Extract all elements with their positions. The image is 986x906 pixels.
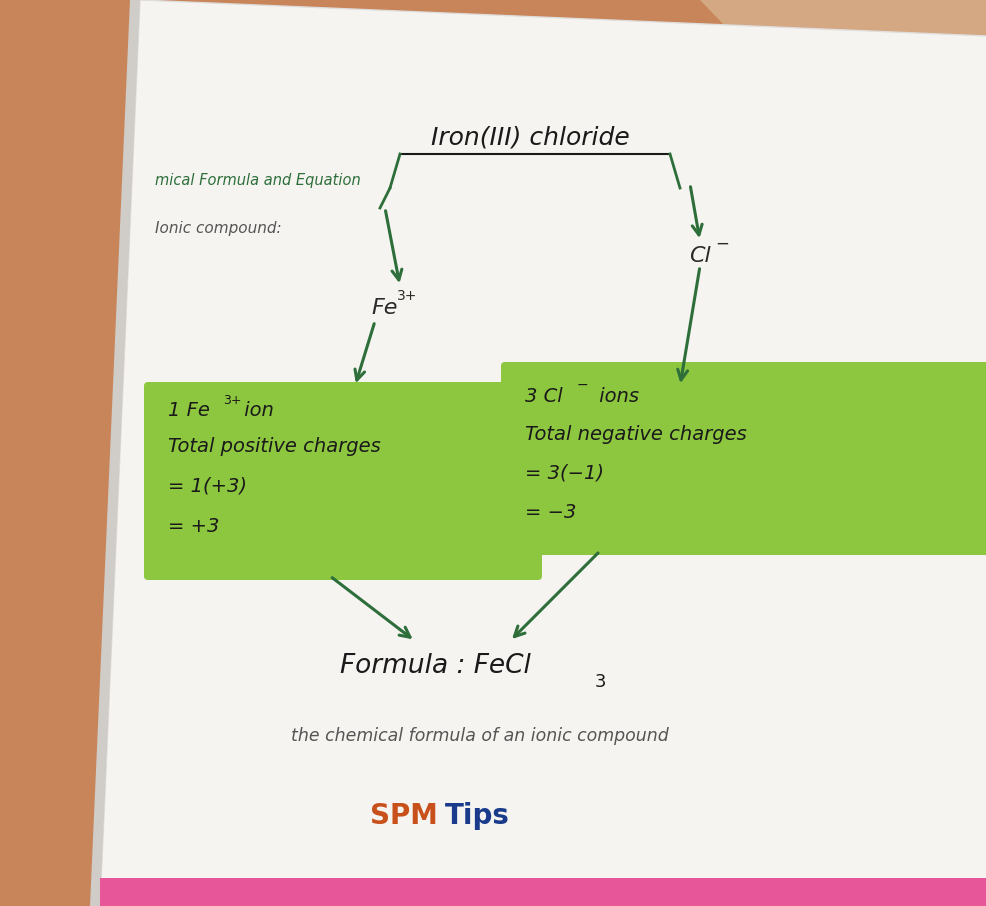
Text: Tips: Tips	[445, 802, 510, 830]
Text: the chemical formula of an ionic compound: the chemical formula of an ionic compoun…	[291, 727, 669, 745]
Text: = 1(+3): = 1(+3)	[168, 477, 246, 496]
Text: 1 Fe: 1 Fe	[168, 401, 210, 420]
Text: 3+: 3+	[223, 393, 242, 407]
Text: Iron(III) chloride: Iron(III) chloride	[430, 126, 629, 150]
Text: = +3: = +3	[168, 516, 219, 535]
Text: Total negative charges: Total negative charges	[525, 425, 746, 444]
FancyBboxPatch shape	[144, 382, 541, 580]
Polygon shape	[100, 0, 986, 906]
Text: Total positive charges: Total positive charges	[168, 437, 381, 456]
Text: −: −	[714, 235, 729, 253]
Text: Ionic compound:: Ionic compound:	[155, 220, 281, 236]
Text: mical Formula and Equation: mical Formula and Equation	[155, 174, 361, 188]
Polygon shape	[90, 0, 140, 906]
Text: 3+: 3+	[396, 289, 417, 303]
Text: = −3: = −3	[525, 504, 576, 523]
FancyBboxPatch shape	[501, 362, 986, 555]
Text: Fe: Fe	[372, 298, 397, 318]
Text: Cl: Cl	[688, 246, 710, 266]
Text: −: −	[577, 378, 588, 392]
Text: ions: ions	[593, 387, 638, 406]
Polygon shape	[699, 0, 986, 206]
Text: Formula : FeCl: Formula : FeCl	[339, 653, 530, 679]
Text: 3: 3	[595, 673, 605, 691]
Text: = 3(−1): = 3(−1)	[525, 464, 603, 483]
Text: SPM: SPM	[370, 802, 438, 830]
Text: ion: ion	[238, 401, 273, 420]
Polygon shape	[100, 878, 986, 906]
Text: 3 Cl: 3 Cl	[525, 387, 562, 406]
